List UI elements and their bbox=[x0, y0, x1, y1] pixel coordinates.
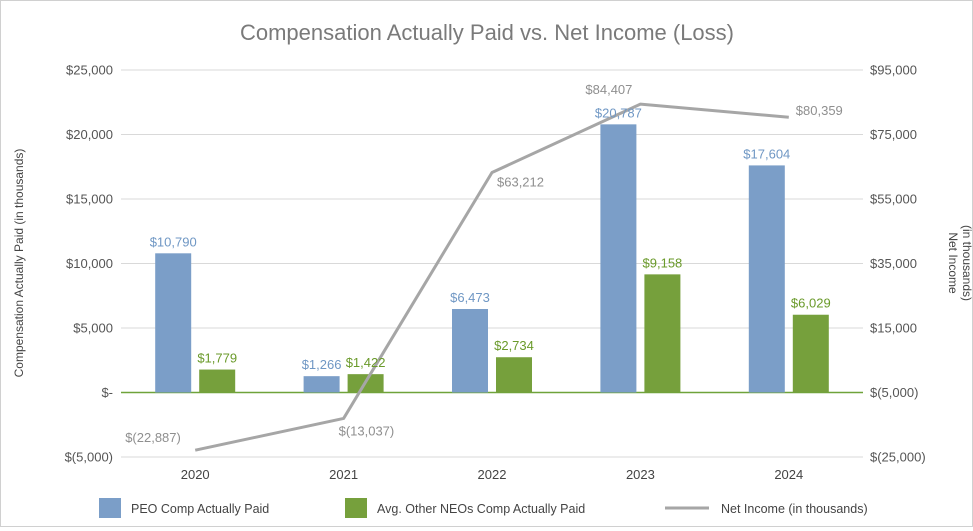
legend-label-net: Net Income (in thousands) bbox=[721, 502, 868, 516]
right-tick-label: $(5,000) bbox=[870, 385, 918, 400]
neo-data-label: $1,779 bbox=[197, 351, 237, 366]
net-income-line bbox=[194, 102, 789, 452]
left-tick-label: $25,000 bbox=[66, 63, 113, 78]
right-tick-label: $95,000 bbox=[870, 63, 917, 78]
peo-bar bbox=[303, 376, 340, 393]
net-income-line-group bbox=[194, 102, 789, 452]
bars-group bbox=[155, 124, 829, 393]
right-axis-title-line1: Net Income bbox=[946, 232, 960, 294]
right-tick-label: $15,000 bbox=[870, 321, 917, 336]
peo-data-label: $1,266 bbox=[302, 357, 342, 372]
left-tick-label: $5,000 bbox=[73, 321, 113, 336]
left-tick-label: $(5,000) bbox=[65, 450, 113, 465]
chart-title: Compensation Actually Paid vs. Net Incom… bbox=[240, 20, 734, 45]
net-income-data-label: $(22,887) bbox=[125, 430, 181, 445]
neo-data-label: $1,422 bbox=[346, 355, 386, 370]
left-tick-label: $- bbox=[101, 385, 113, 400]
legend: PEO Comp Actually Paid Avg. Other NEOs Co… bbox=[99, 498, 868, 518]
neo-data-label: $6,029 bbox=[791, 296, 831, 311]
left-tick-label: $10,000 bbox=[66, 256, 113, 271]
peo-bar bbox=[452, 308, 488, 393]
peo-data-label: $6,473 bbox=[450, 290, 490, 305]
category-label: 2020 bbox=[181, 467, 210, 482]
legend-label-neo: Avg. Other NEOs Comp Actually Paid bbox=[377, 502, 585, 516]
right-tick-label: $75,000 bbox=[870, 127, 917, 142]
net-income-data-label: $63,212 bbox=[497, 175, 544, 190]
peo-bar bbox=[600, 124, 637, 393]
net-income-data-label: $80,359 bbox=[796, 103, 843, 118]
legend-swatch-peo bbox=[99, 498, 121, 518]
category-label: 2022 bbox=[478, 467, 507, 482]
left-tick-label: $20,000 bbox=[66, 127, 113, 142]
net-income-data-label: $84,407 bbox=[585, 82, 632, 97]
right-axis-title-line2: (in thousands) bbox=[960, 225, 972, 301]
left-tick-label: $15,000 bbox=[66, 192, 113, 207]
data-labels-group: $10,790 $1,266 $6,473 $20,787 $17,604 $1,779 $… bbox=[125, 82, 843, 445]
category-label: 2021 bbox=[329, 467, 358, 482]
axis-ticks-group: $(5,000) $- $5,000 $10,000 $15,000 $20,000 $25… bbox=[65, 63, 926, 483]
category-label: 2023 bbox=[626, 467, 655, 482]
peo-data-label: $10,790 bbox=[150, 234, 197, 249]
right-tick-label: $35,000 bbox=[870, 256, 917, 271]
neo-bar bbox=[792, 314, 829, 393]
neo-data-label: $2,734 bbox=[494, 338, 534, 353]
legend-swatch-neo bbox=[345, 498, 367, 518]
neo-bar bbox=[199, 369, 236, 393]
peo-bar bbox=[155, 253, 192, 393]
right-tick-label: $55,000 bbox=[870, 192, 917, 207]
peo-bar bbox=[748, 165, 785, 393]
neo-bar bbox=[496, 357, 532, 393]
right-tick-label: $(25,000) bbox=[870, 450, 926, 465]
peo-data-label: $17,604 bbox=[743, 146, 790, 161]
neo-data-label: $9,158 bbox=[643, 255, 683, 270]
neo-bar bbox=[644, 274, 681, 393]
peo-data-label: $20,787 bbox=[595, 105, 642, 120]
gridlines bbox=[121, 69, 863, 458]
category-label: 2024 bbox=[774, 467, 803, 482]
net-income-data-label: $(13,037) bbox=[339, 423, 395, 438]
left-axis-title: Compensation Actually Paid (in thousands… bbox=[12, 149, 26, 378]
legend-label-peo: PEO Comp Actually Paid bbox=[131, 502, 269, 516]
